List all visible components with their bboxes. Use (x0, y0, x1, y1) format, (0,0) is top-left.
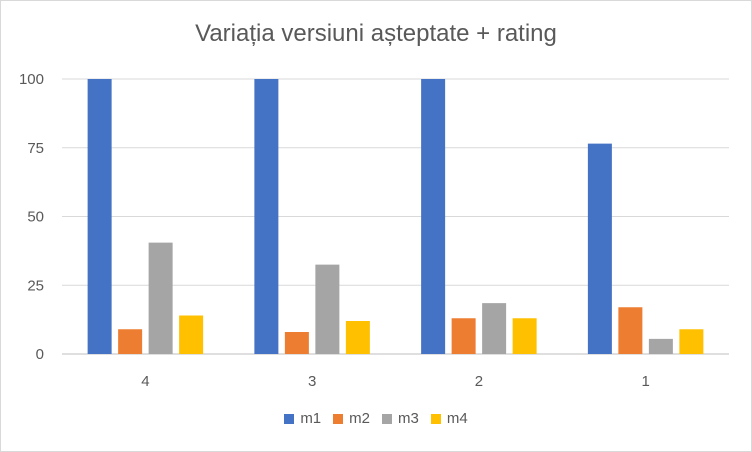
bar-m2-2 (451, 318, 476, 354)
bar-m3-3 (315, 264, 340, 354)
bars (87, 79, 704, 354)
bar-m4-1 (679, 329, 704, 354)
bar-m2-1 (618, 307, 643, 354)
chart-title: Variația versiuni așteptate + rating (195, 20, 557, 47)
bar-m4-3 (345, 321, 370, 354)
legend-label: m3 (398, 410, 419, 427)
x-tick-label: 3 (308, 373, 316, 390)
y-axis-ticks: 0 25 50 75 100 (19, 71, 44, 363)
bar-m4-2 (512, 318, 537, 354)
y-tick-label: 50 (27, 209, 44, 226)
y-tick-label: 75 (27, 140, 44, 157)
bar-m3-2 (482, 303, 507, 354)
x-tick-label: 4 (141, 373, 149, 390)
legend-item-m1: m1 (284, 410, 321, 427)
legend-item-m4: m4 (430, 410, 468, 427)
bar-m1-4 (87, 79, 112, 354)
y-tick-label: 0 (36, 346, 44, 363)
legend-swatch (382, 413, 392, 424)
bar-m3-1 (648, 338, 673, 354)
legend-label: m2 (349, 410, 370, 427)
bar-m2-4 (118, 329, 143, 354)
x-tick-label: 1 (641, 373, 649, 390)
bar-m2-3 (284, 332, 309, 354)
legend-swatch (430, 413, 441, 424)
legend: m1 m2 m3 m4 (0, 410, 752, 427)
bar-m1-3 (254, 79, 279, 354)
bar-m1-2 (421, 79, 446, 354)
legend-swatch (333, 413, 344, 424)
bar-m3-4 (148, 242, 173, 354)
y-tick-label: 25 (27, 277, 44, 294)
x-axis-ticks: 4 3 2 1 (141, 373, 650, 390)
x-tick-label: 2 (475, 373, 483, 390)
legend-item-m2: m2 (333, 410, 370, 427)
y-tick-label: 100 (19, 71, 44, 88)
gridlines (62, 78, 729, 355)
legend-label: m1 (300, 410, 322, 427)
legend-swatch (284, 413, 295, 424)
legend-label: m4 (446, 410, 468, 427)
legend-item-m3: m3 (382, 410, 419, 427)
bar-m1-1 (587, 143, 612, 354)
bar-m4-4 (179, 315, 204, 354)
